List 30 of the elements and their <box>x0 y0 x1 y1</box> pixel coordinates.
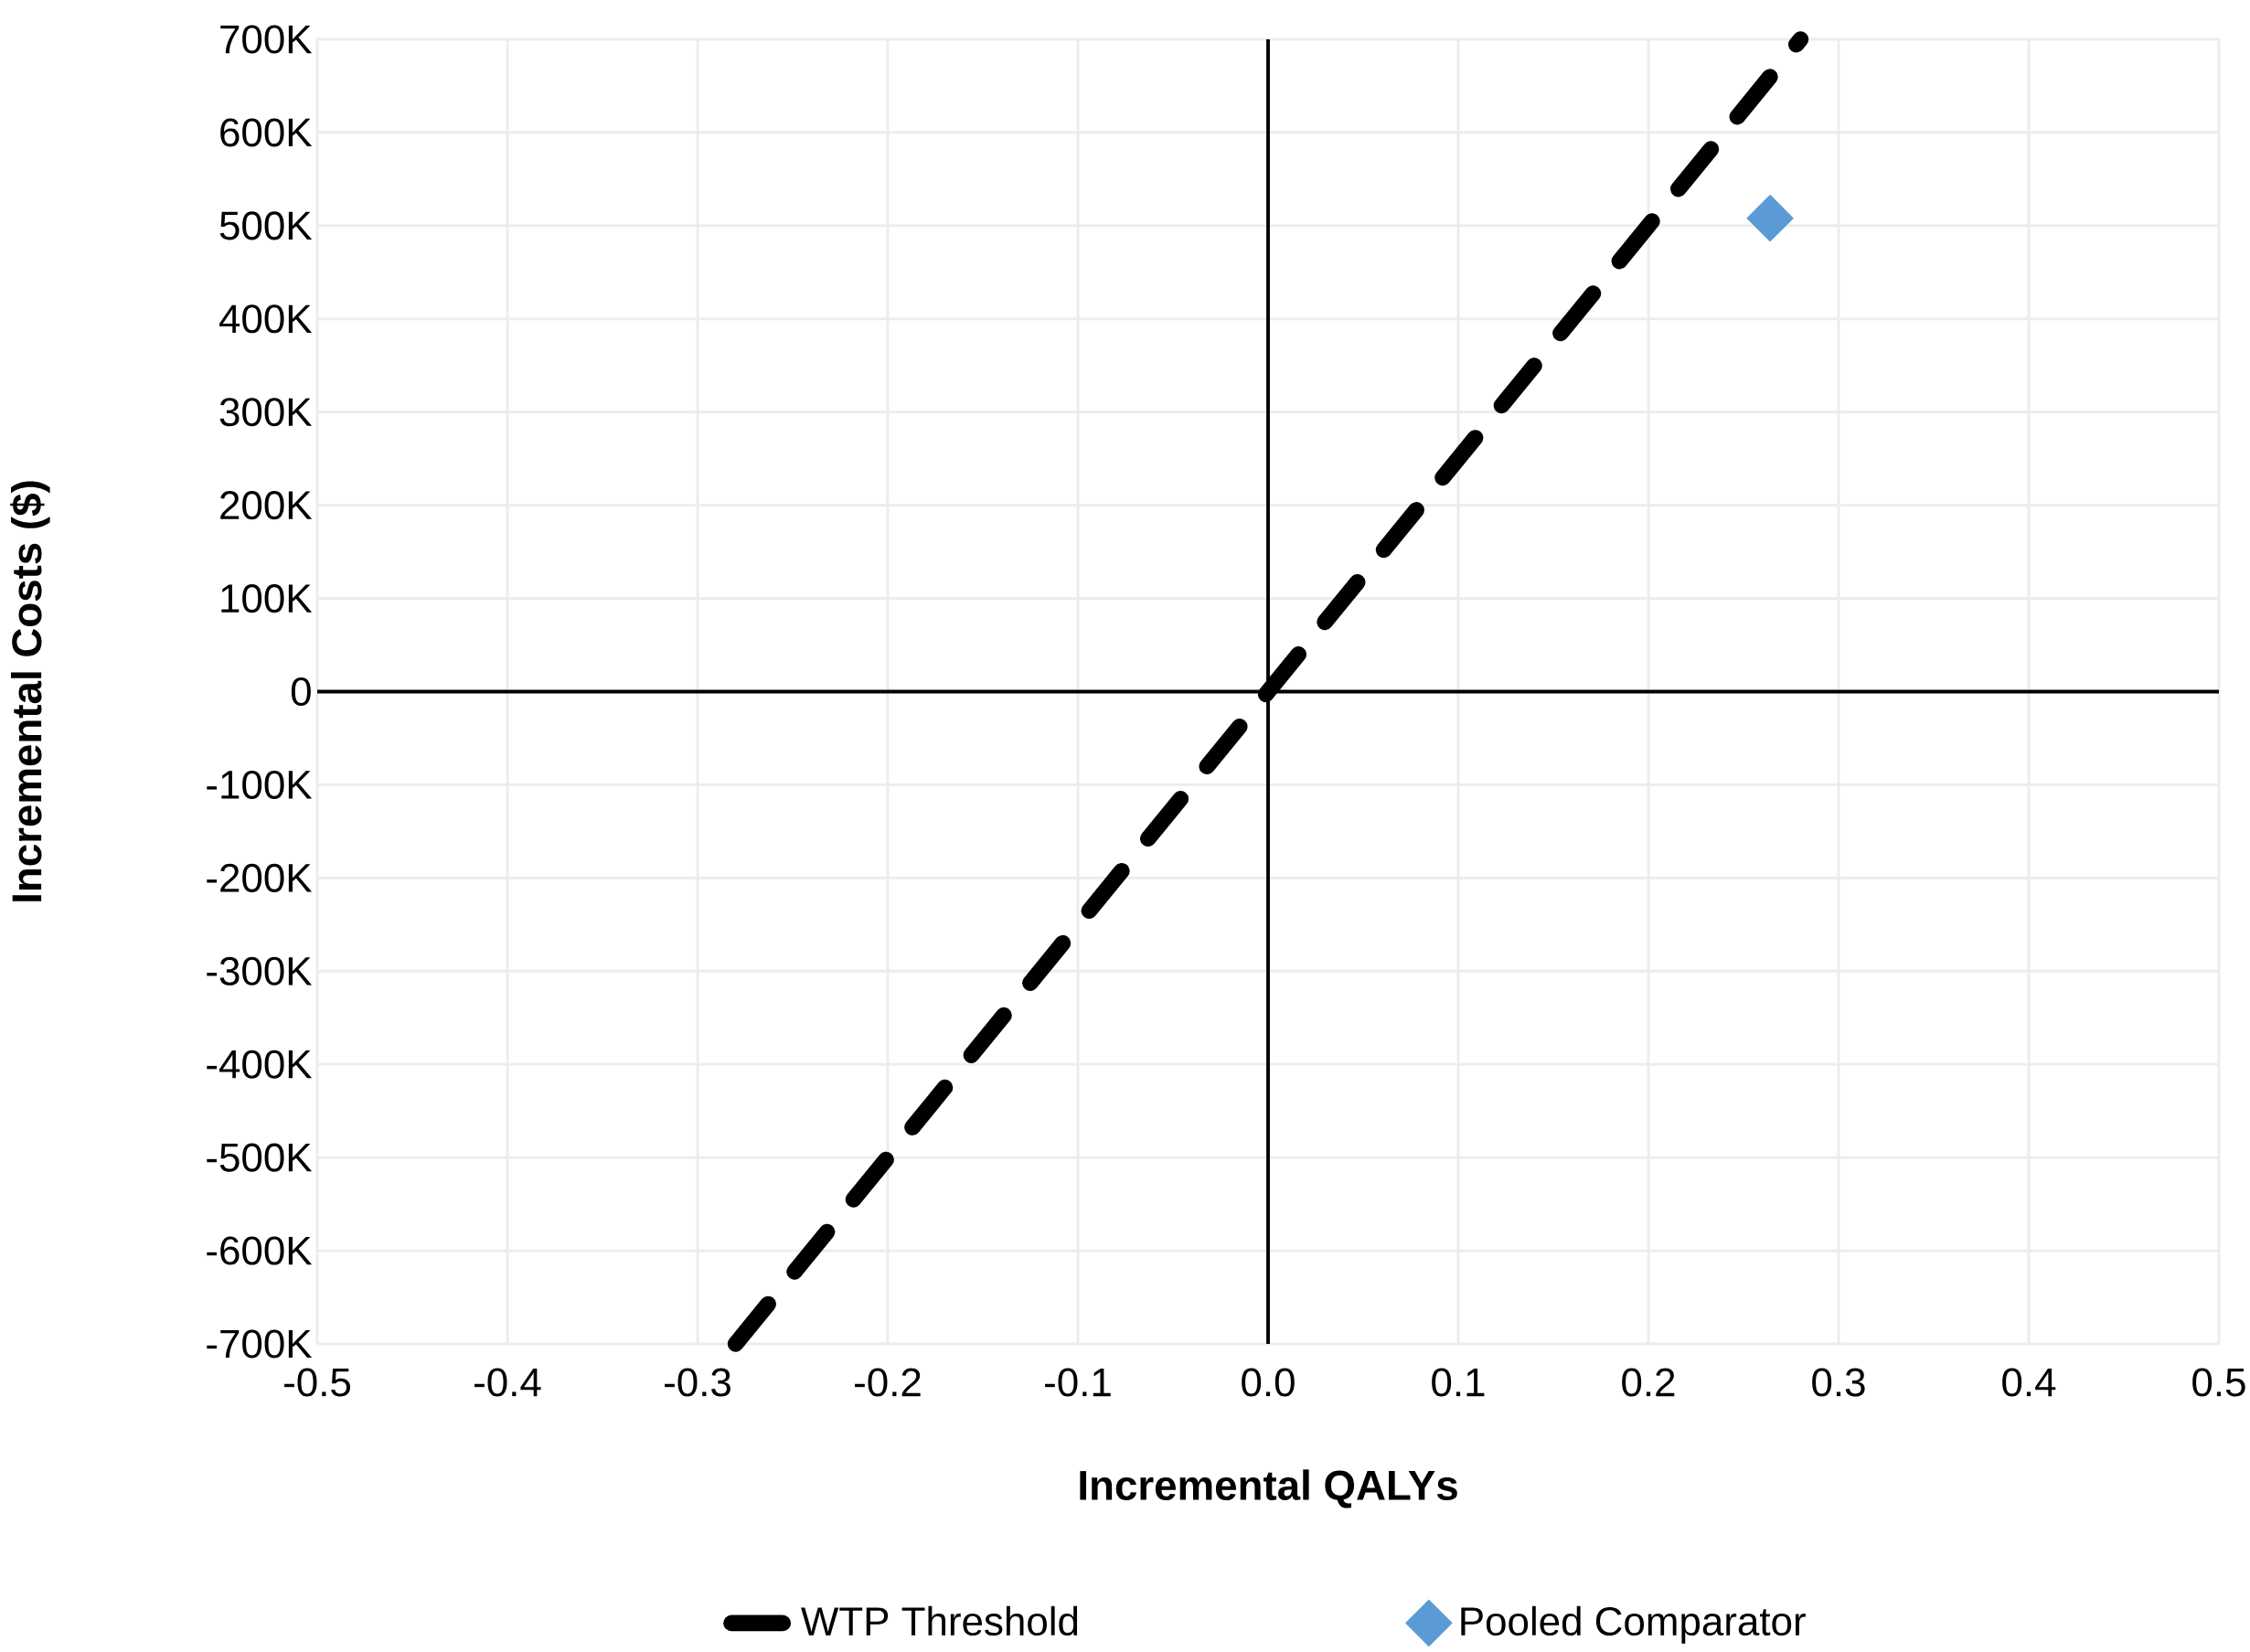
y-tick-label: -600K <box>207 1236 313 1265</box>
x-tick-label: 0.2 <box>1622 1368 1675 1397</box>
x-tick-label: 0.3 <box>1812 1368 1865 1397</box>
x-tick-label: -0.2 <box>855 1368 921 1397</box>
y-tick-label: 100K <box>221 584 313 613</box>
y-axis-title: Incremental Costs ($) <box>10 481 50 901</box>
y-tick-label: -100K <box>207 770 313 799</box>
y-tick-label: 300K <box>219 398 313 427</box>
x-axis-title: Incremental QALYs <box>1080 1469 1457 1508</box>
y-tick-label: -700K <box>207 1329 313 1359</box>
x-tick-label: -0.5 <box>284 1368 351 1397</box>
y-tick-label: -500K <box>207 1143 313 1172</box>
y-tick-label: 0 <box>291 677 311 707</box>
x-tick-label: -0.4 <box>475 1368 541 1397</box>
legend-label: Pooled Comparator <box>1461 1605 1806 1644</box>
x-tick-label: 0.4 <box>2002 1368 2056 1397</box>
x-tick-label: 0.0 <box>1242 1368 1295 1397</box>
x-tick-label: -0.3 <box>665 1368 730 1397</box>
y-tick-label: -200K <box>207 863 313 892</box>
x-tick-label: 0.5 <box>2192 1368 2245 1397</box>
y-tick-label: 200K <box>220 491 313 520</box>
y-tick-label: 500K <box>219 211 313 240</box>
x-tick-label: -0.1 <box>1045 1368 1111 1397</box>
x-tick-label: 0.1 <box>1432 1368 1485 1397</box>
y-tick-label: 700K <box>220 25 313 54</box>
y-tick-label: -300K <box>207 956 313 986</box>
y-tick-label: 400K <box>219 304 313 334</box>
y-tick-label: 600K <box>220 118 313 147</box>
y-tick-label: -400K <box>207 1050 313 1079</box>
legend-label: WTP Threshold <box>801 1605 1078 1636</box>
